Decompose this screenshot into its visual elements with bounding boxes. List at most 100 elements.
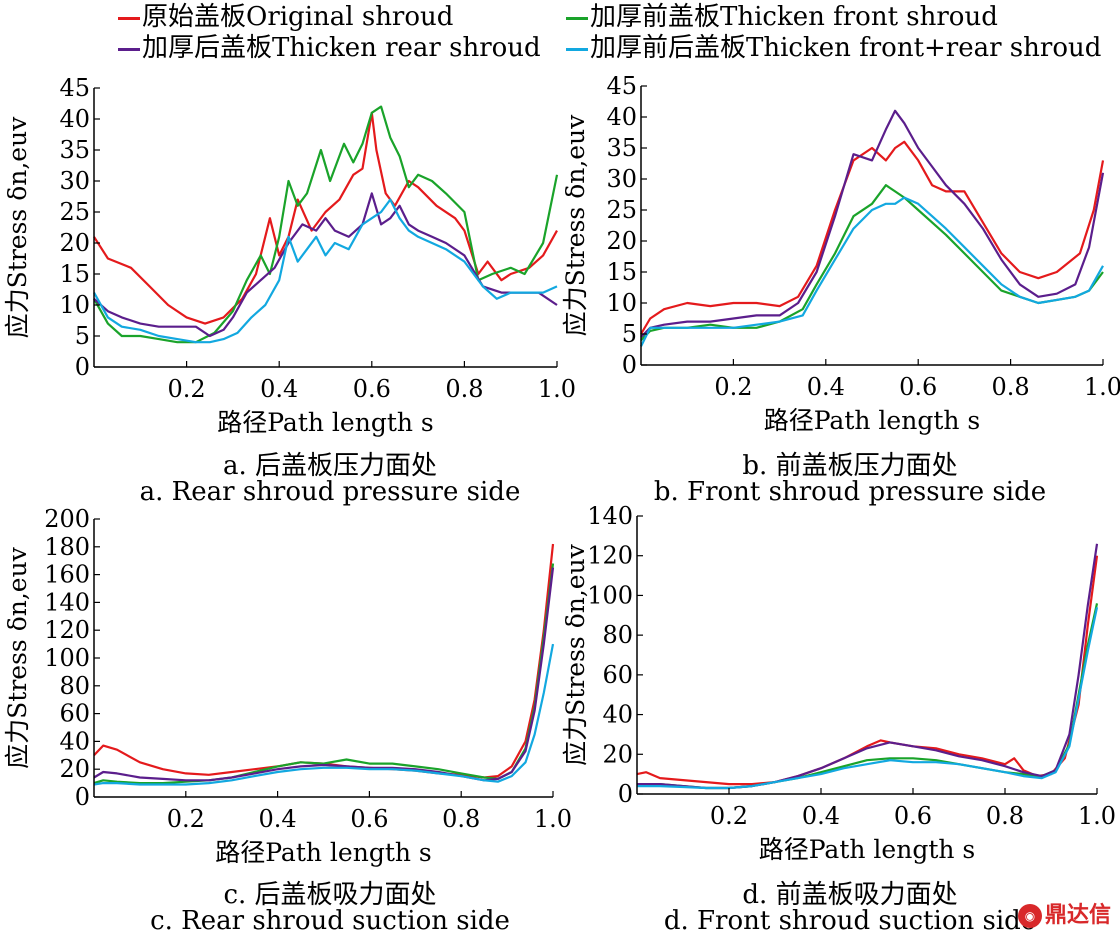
chart-a-ylabel: 应力Stress δn,euv — [3, 116, 32, 339]
chart-b-xtick-label: 0.2 — [714, 373, 752, 401]
chart-d-series-2 — [637, 543, 1099, 790]
watermark-text: 鼎达信 — [1045, 903, 1112, 928]
legend-item-thicken-both: 加厚前后盖板Thicken front+rear shroud — [566, 33, 1101, 63]
chart-b-ytick-label: 5 — [622, 320, 637, 348]
chart-a-series-3 — [93, 198, 558, 344]
chart-c-series-3 — [93, 643, 555, 786]
chart-a-xlabel: 路径Path length s — [217, 408, 434, 437]
chart-c-ylabel: 应力Stress δn,euv — [3, 546, 32, 769]
legend-item-thicken-rear: 加厚后盖板Thicken rear shroud — [118, 33, 541, 63]
chart-c-ytick-label: 160 — [44, 561, 90, 589]
legend-item-original: 原始盖板Original shroud — [118, 2, 453, 32]
caption-d-cn: d. 前盖板吸力面处 — [742, 880, 958, 910]
caption-c-cn: c. 后盖板吸力面处 — [223, 880, 437, 910]
chart-c-xtick-label: 0.4 — [259, 805, 297, 833]
chart-d-ytick-label: 0 — [618, 780, 633, 808]
chart-b-series-3 — [640, 196, 1104, 347]
chart-a: 0.2 0.4 0.6 0.8 1.0 0 5 10 15 20 25 30 35 40 45 路径Path … — [3, 74, 576, 437]
chart-a-ytick-label: 20 — [59, 229, 90, 257]
caption-c-en: c. Rear shroud suction side — [150, 906, 510, 936]
chart-a-ytick-label: 45 — [59, 74, 90, 102]
legend: 原始盖板Original shroud 加厚前盖板Thicken front s… — [0, 0, 1120, 66]
watermark: ◉ 鼎达信 — [1018, 902, 1118, 932]
chart-b-series-2 — [640, 109, 1105, 338]
chart-b-ytick-label: 10 — [606, 289, 637, 317]
chart-c-ytick-label: 100 — [44, 644, 90, 672]
chart-b-series-0 — [640, 140, 1105, 335]
caption-d-en: d. Front shroud suction side — [663, 906, 1037, 936]
legend-label-original: 原始盖板Original shroud — [142, 2, 454, 32]
chart-c-ytick-label: 40 — [59, 727, 90, 755]
chart-a-ytick-label: 10 — [59, 291, 90, 319]
legend-swatch-thicken-rear — [118, 47, 140, 51]
chart-b: 0.2 0.4 0.6 0.8 1.0 0 5 10 15 20 25 30 35 40 45 路径Path … — [561, 72, 1120, 435]
chart-d-xtick-label: 1.0 — [1078, 802, 1116, 830]
chart-c-xtick-label: 0.6 — [350, 805, 388, 833]
chart-b-ytick-label: 35 — [606, 134, 637, 162]
chart-c-ytick-label: 120 — [44, 616, 90, 644]
chart-d-series-1 — [637, 603, 1099, 790]
chart-b-ytick-label: 40 — [606, 103, 637, 131]
chart-a-ytick-label: 25 — [59, 198, 90, 226]
legend-label-thicken-front: 加厚前盖板Thicken front shroud — [590, 2, 998, 32]
legend-label-thicken-both: 加厚前后盖板Thicken front+rear shroud — [590, 33, 1102, 63]
chart-d-xlabel: 路径Path length s — [759, 835, 976, 864]
chart-c-ytick-label: 180 — [44, 533, 90, 561]
chart-c-ytick-label: 20 — [59, 755, 90, 783]
chart-d-xtick-label: 0.6 — [894, 802, 932, 830]
chart-a-xtick-label: 0.2 — [168, 375, 206, 403]
chart-c-xtick-label: 1.0 — [534, 805, 572, 833]
chart-b-xtick-label: 0.4 — [807, 373, 845, 401]
chart-c-series-1 — [93, 563, 555, 785]
watermark-logo-icon: ◉ — [1018, 904, 1042, 928]
chart-a-ytick-label: 40 — [59, 105, 90, 133]
chart-c-xtick-label: 0.2 — [167, 805, 205, 833]
caption-b-cn: b. 前盖板压力面处 — [742, 451, 958, 481]
chart-b-ylabel: 应力Stress δn,euv — [561, 114, 590, 337]
chart-a-ytick-label: 5 — [75, 322, 90, 350]
chart-d-xtick-label: 0.2 — [710, 802, 748, 830]
chart-b-xtick-label: 1.0 — [1084, 373, 1120, 401]
chart-d-series-0 — [636, 555, 1099, 786]
chart-a-xtick-label: 0.8 — [445, 375, 483, 403]
chart-d-ytick-label: 20 — [602, 740, 633, 768]
chart-b-series-1 — [640, 184, 1104, 341]
chart-d-series-3 — [637, 607, 1099, 790]
chart-a-series-2 — [93, 192, 558, 338]
chart-a-xtick-label: 0.4 — [260, 375, 298, 403]
chart-c-ytick-label: 200 — [44, 505, 90, 533]
chart-b-xtick-label: 0.6 — [899, 373, 937, 401]
caption-b-en: b. Front shroud pressure side — [653, 477, 1047, 507]
legend-swatch-thicken-both — [566, 47, 588, 51]
chart-a-xtick-label: 0.6 — [353, 375, 391, 403]
chart-b-xlabel: 路径Path length s — [764, 406, 981, 435]
chart-d-xtick-label: 0.8 — [986, 802, 1024, 830]
chart-c-ytick-label: 0 — [75, 783, 90, 811]
chart-b-ytick-label: 15 — [606, 258, 637, 286]
chart-d-ytick-label: 60 — [602, 661, 633, 689]
chart-d-ylabel: 应力Stress δn,euv — [561, 543, 590, 766]
chart-d-ytick-label: 40 — [602, 701, 633, 729]
chart-d-ytick-label: 120 — [587, 542, 633, 570]
chart-a-ytick-label: 15 — [59, 260, 90, 288]
chart-c-series-2 — [93, 567, 555, 782]
chart-d-ytick-label: 80 — [602, 621, 633, 649]
caption-a-cn: a. 后盖板压力面处 — [222, 451, 438, 481]
chart-c: 0.2 0.4 0.6 0.8 1.0 0204060801001201401601802… — [3, 505, 572, 867]
legend-swatch-thicken-front — [566, 16, 588, 20]
chart-b-xtick-label: 0.8 — [992, 373, 1030, 401]
chart-a-ytick-label: 0 — [75, 353, 90, 381]
chart-a-series-1 — [93, 105, 559, 344]
legend-item-thicken-front: 加厚前盖板Thicken front shroud — [566, 2, 998, 32]
chart-d-xtick-label: 0.4 — [802, 802, 840, 830]
chart-a-xtick-label: 1.0 — [538, 375, 576, 403]
chart-b-ytick-label: 25 — [606, 196, 637, 224]
chart-c-xlabel: 路径Path length s — [215, 838, 432, 867]
chart-a-ytick-label: 30 — [59, 167, 90, 195]
chart-c-series-0 — [93, 543, 555, 779]
legend-swatch-original — [118, 16, 140, 20]
chart-b-ytick-label: 20 — [606, 227, 637, 255]
chart-c-ytick-label: 60 — [59, 700, 90, 728]
caption-a-en: a. Rear shroud pressure side — [139, 477, 521, 507]
